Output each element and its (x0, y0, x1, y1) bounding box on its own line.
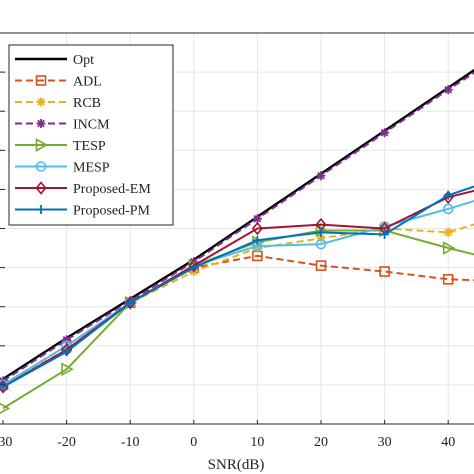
series-layer (0, 68, 474, 414)
data-point-rcb (252, 243, 262, 253)
x-tick-label: -10 (121, 435, 140, 450)
data-point-proposed-pm (380, 229, 390, 239)
data-point-mesp (315, 238, 327, 250)
data-point-proposed-pm (125, 298, 135, 308)
x-tick-label: 40 (441, 435, 455, 450)
legend-marker-rcb (36, 97, 46, 107)
legend-item-rcb: RCB (15, 96, 101, 111)
legend-marker-mesp (35, 161, 47, 172)
legend-label-rcb: RCB (73, 96, 101, 111)
data-point-mesp (442, 203, 454, 215)
legend-item-proposed-pm: Proposed-PM (15, 204, 151, 219)
axes (0, 32, 474, 425)
legend-marker-incm (36, 119, 46, 128)
series-line-mesp (2, 199, 474, 386)
legend-marker-tesp (35, 138, 49, 152)
legend-item-tesp: TESP (15, 138, 106, 154)
legend-marker-adl (35, 75, 47, 86)
data-point-proposed-pm (62, 347, 72, 357)
x-tick-label: -20 (57, 435, 76, 450)
legend-item-mesp: MESP (15, 161, 110, 176)
x-tick-label: 30 (378, 435, 392, 450)
x-tick-label: 20 (314, 435, 328, 450)
data-point-adl (442, 274, 454, 285)
legend-label-tesp: TESP (73, 139, 106, 154)
legend-item-opt: Opt (15, 53, 94, 68)
data-point-rcb (316, 233, 326, 243)
legend-marker-proposed-em (35, 181, 47, 195)
x-tick-label: 10 (250, 435, 264, 450)
data-point-adl (315, 260, 327, 271)
legend-box (8, 44, 174, 226)
data-point-incm (252, 214, 262, 224)
legend-label-opt: Opt (73, 53, 94, 68)
legend-marker-proposed-pm (36, 205, 46, 214)
data-point-proposed-pm (0, 382, 8, 392)
legend-label-mesp: MESP (73, 161, 110, 176)
data-point-adl (379, 266, 390, 277)
legend-item-incm: INCM (15, 118, 110, 133)
data-point-proposed-pm (316, 227, 326, 237)
data-point-incm (443, 85, 453, 95)
legend-label-adl: ADL (73, 75, 102, 90)
data-point-tesp (61, 362, 74, 377)
legend: Opt ADL RCB INCM TESP MESP Proposed-EM Proposed… (8, 44, 174, 226)
x-tick-label: 0 (190, 435, 197, 450)
data-point-incm (316, 171, 326, 181)
data-point-proposed-pm (189, 263, 199, 273)
data-point-proposed-em (251, 221, 263, 236)
legend-label-incm: INCM (73, 118, 110, 133)
data-point-rcb (443, 227, 453, 237)
data-point-proposed-pm (252, 235, 262, 245)
x-tick-label: -30 (0, 435, 12, 450)
data-point-tesp (0, 402, 11, 414)
legend-item-proposed-em: Proposed-EM (15, 181, 151, 197)
data-point-tesp (442, 241, 456, 255)
series-proposed-pm (0, 185, 474, 392)
data-point-incm (380, 128, 390, 138)
x-axis-title: SNR(dB) (208, 457, 265, 473)
legend-label-proposed-em: Proposed-EM (73, 182, 151, 197)
x-tick-labels: -30 -20 -10 0 10 20 30 40 (0, 435, 455, 450)
legend-label-proposed-pm: Proposed-PM (73, 204, 151, 219)
data-point-proposed-pm (443, 190, 453, 200)
legend-item-adl: ADL (15, 75, 102, 90)
grid (0, 33, 474, 424)
data-point-incm (62, 335, 72, 345)
